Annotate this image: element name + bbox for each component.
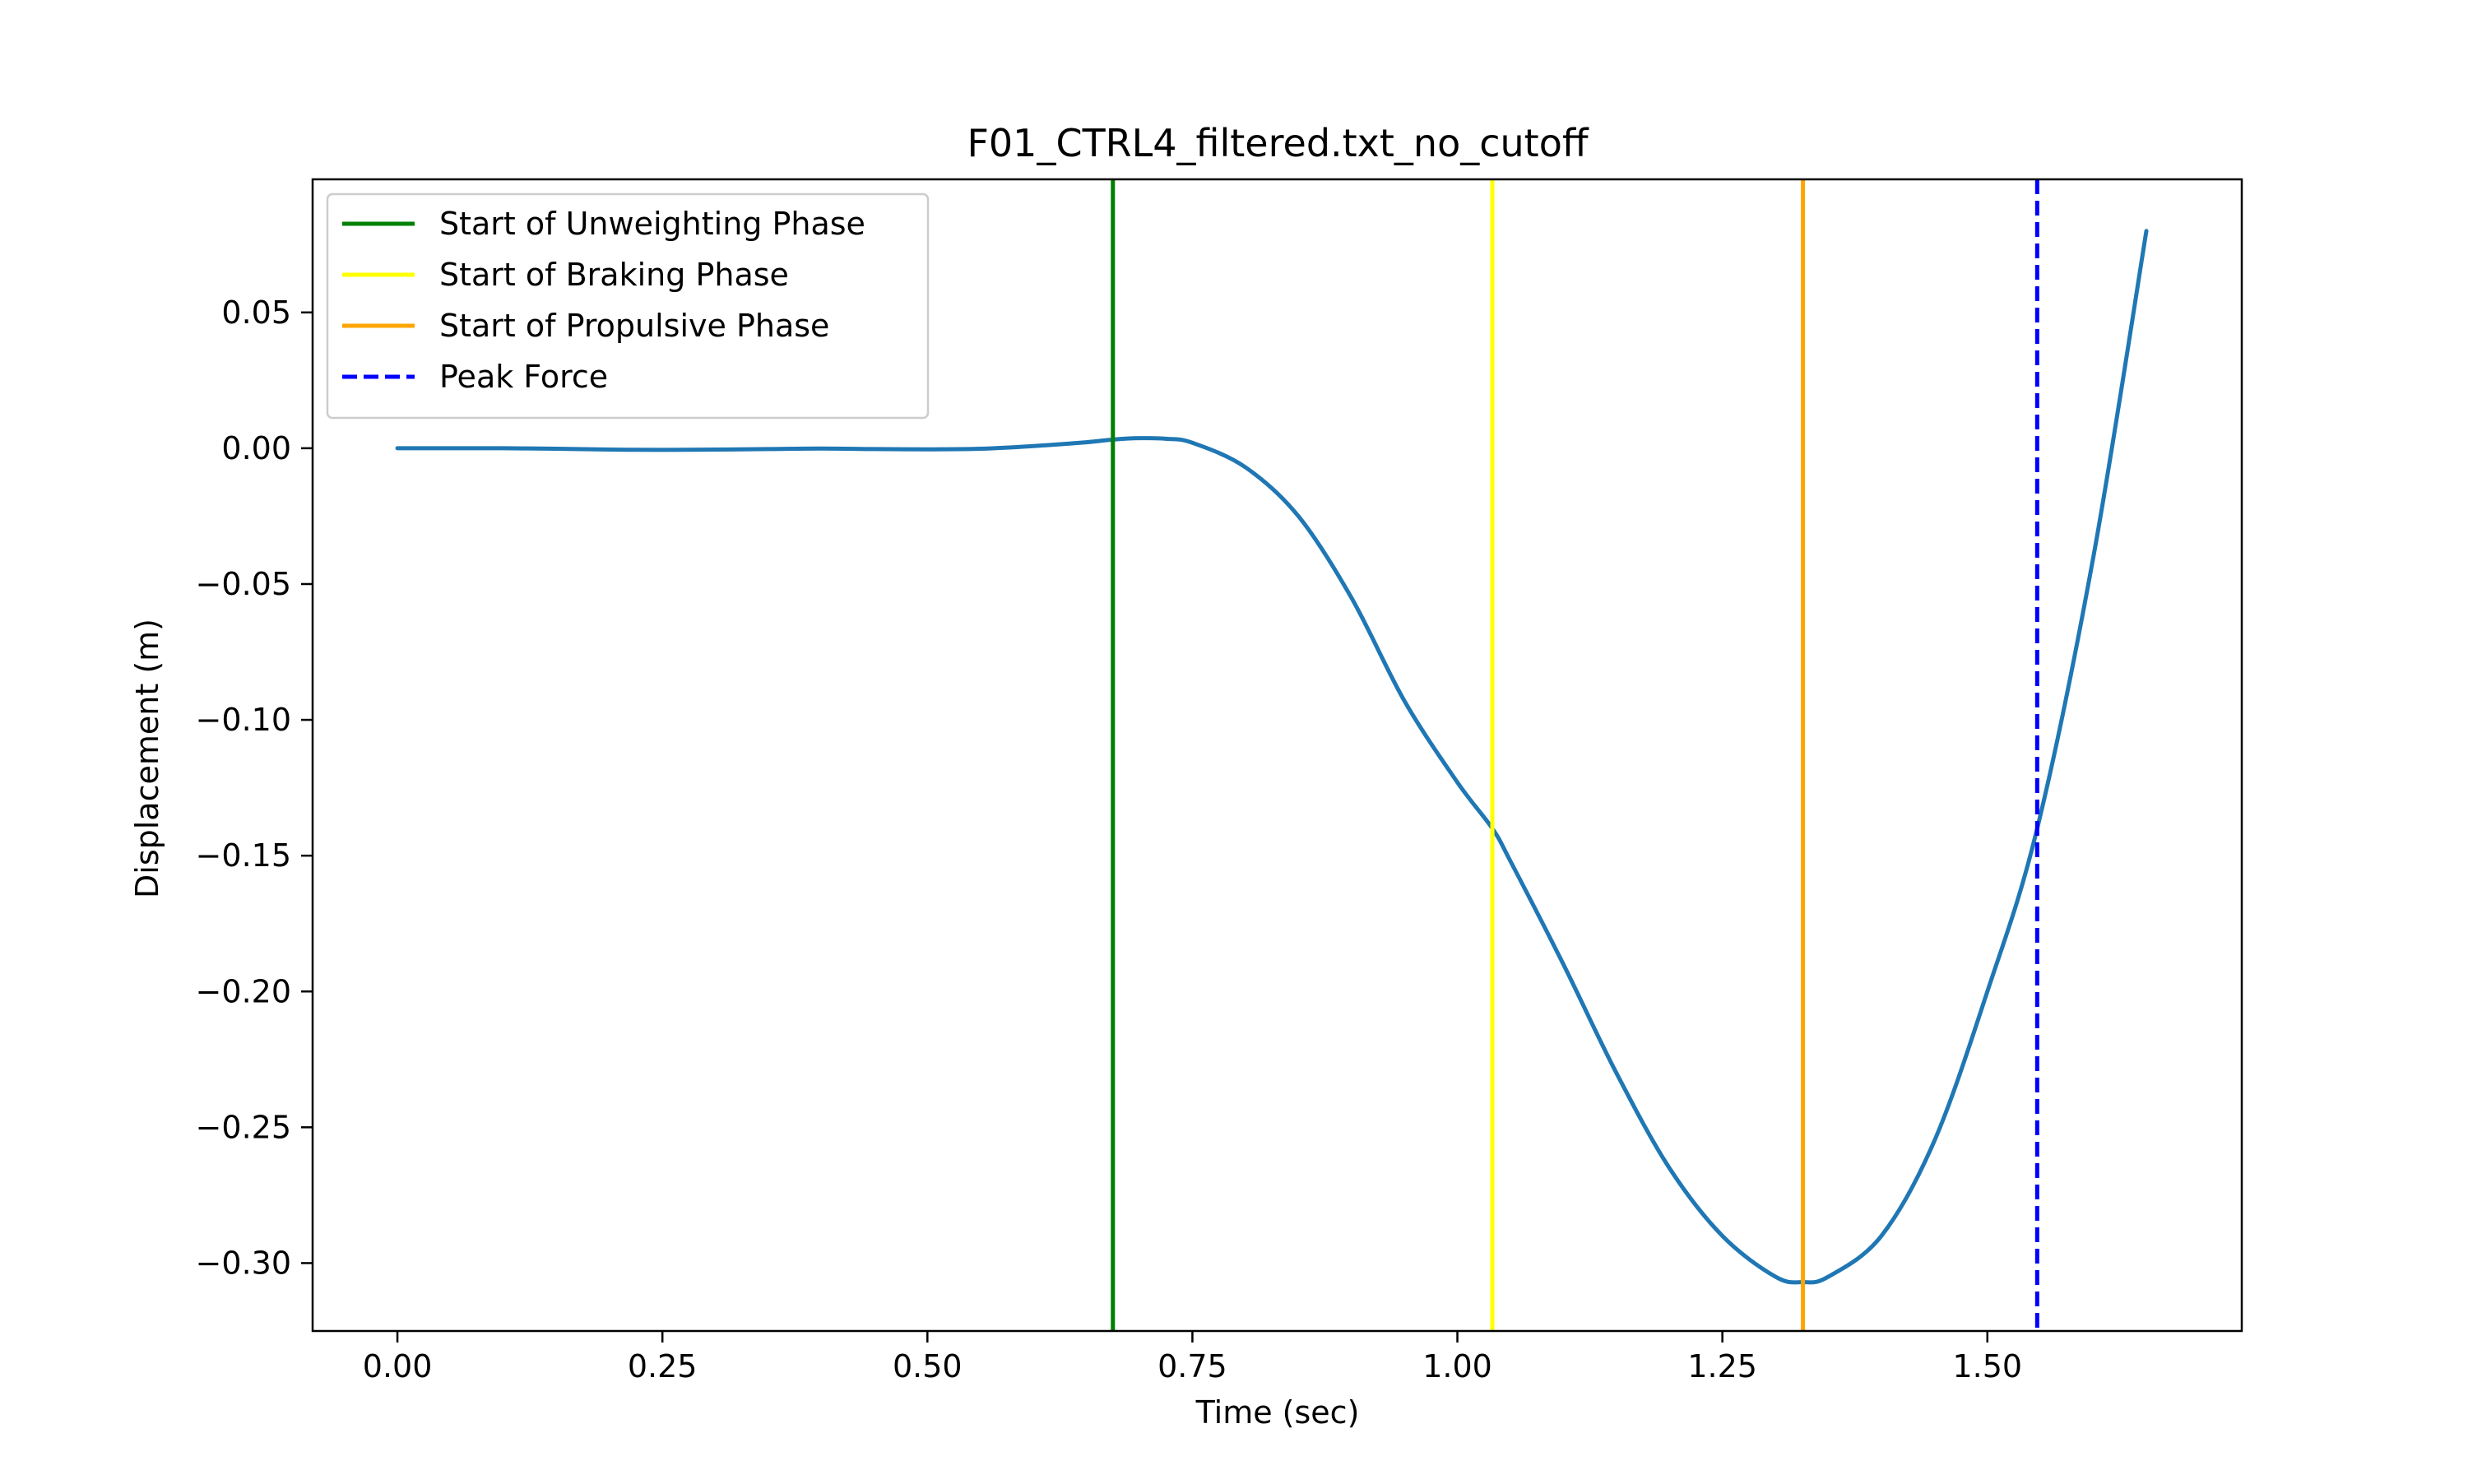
legend-box [326,192,930,420]
x-tick-label: 1.00 [1422,1348,1492,1384]
y-tick-label: 0.00 [221,430,291,466]
chart-title: F01_CTRL4_filtered.txt_no_cutoff [967,121,1589,165]
y-axis: 0.05 0.00 −0.05 −0.10 −0.15 −0.20 −0.25 −0.30 [196,294,313,1281]
x-axis: 0.00 0.25 0.50 0.75 1.00 1.25 1.50 [363,1331,2022,1384]
x-tick-label: 0.00 [363,1348,433,1384]
x-axis-label: Time (sec) [1195,1394,1360,1431]
y-tick-label: −0.25 [196,1109,291,1145]
x-tick-label: 1.50 [1952,1348,2022,1384]
y-axis-label: Displacement (m) [129,619,165,898]
legend-label: Start of Braking Phase [439,257,789,293]
y-tick-label: −0.20 [196,973,291,1009]
legend-label: Peak Force [439,359,608,395]
y-tick-label: 0.05 [221,294,291,331]
displacement-series-line [395,229,2149,1285]
y-tick-label: −0.15 [196,837,291,874]
y-tick-label: −0.05 [196,566,291,602]
y-tick-label: −0.10 [196,702,291,738]
legend-label: Start of Propulsive Phase [439,308,829,344]
x-tick-label: 0.75 [1157,1348,1227,1384]
legend-label: Start of Unweighting Phase [439,206,865,242]
x-tick-label: 1.25 [1687,1348,1757,1384]
axes-frame [311,178,2243,1333]
x-tick-label: 0.25 [628,1348,698,1384]
plot-area [311,178,2243,1333]
legend: Start of Unweighting Phase Start of Braki… [326,192,930,420]
y-tick-label: −0.30 [196,1245,291,1281]
x-tick-label: 0.50 [893,1348,963,1384]
